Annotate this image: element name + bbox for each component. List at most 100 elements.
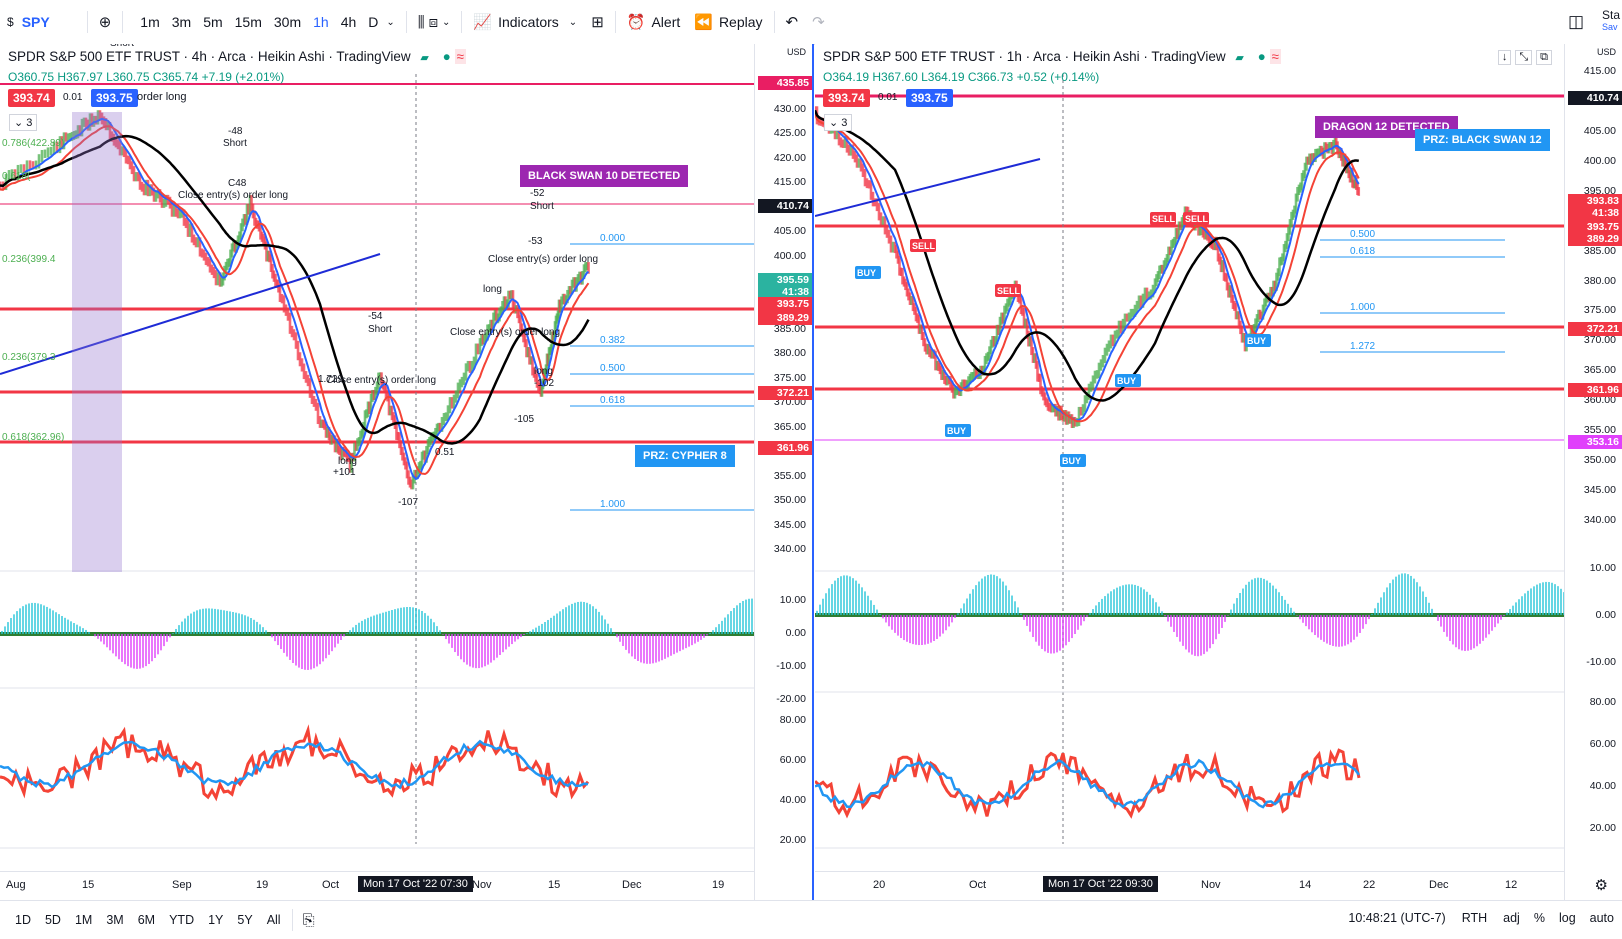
session-toggle[interactable]: RTH: [1461, 911, 1488, 925]
candle: [265, 241, 268, 262]
ohlc-change: +0.52 (+0.14%): [1016, 70, 1100, 84]
maximize-icon[interactable]: ⤡: [1515, 50, 1533, 65]
price-axis[interactable]: USD 430.00 425.00 420.00 415.00 405.00 400.00…: [754, 44, 812, 900]
range-1Y[interactable]: 1Y: [208, 913, 224, 927]
range-YTD[interactable]: YTD: [169, 913, 195, 927]
time-axis[interactable]: Aug 15 Sep 19 Oct Nov 15 Dec 19 Mon 17 Oct '22 0…: [0, 871, 755, 900]
candle: [110, 131, 114, 142]
buy-price-pill[interactable]: 393.75: [906, 89, 953, 107]
candle: [519, 315, 522, 332]
chart-canvas-right[interactable]: 0.500 0.618 1.000 1.272 SELL SELL SELL SELL BUY B…: [815, 44, 1565, 872]
chart-pane-right[interactable]: 0.500 0.618 1.000 1.272 SELL SELL SELL SELL BUY B…: [815, 44, 1622, 900]
trend-line[interactable]: [0, 253, 381, 375]
candle: [480, 334, 483, 347]
candle: [1261, 304, 1265, 320]
candle: [221, 272, 225, 286]
candle: [288, 312, 292, 334]
candle: [440, 417, 444, 432]
range-All[interactable]: All: [266, 913, 281, 927]
candle: [1145, 287, 1149, 300]
time-axis[interactable]: 20 Oct Nov 14 22 Dec 12 Mon 17 Oct '22 09:30: [815, 871, 1565, 900]
candle: [484, 332, 488, 343]
chevron-down-icon[interactable]: ⌄: [386, 16, 395, 28]
candle: [212, 266, 216, 279]
interval-30m[interactable]: 30m: [273, 14, 302, 30]
buy-signal-badge: BUY: [1115, 374, 1141, 387]
osc-tick: 60.00: [779, 754, 806, 766]
bar-style-button[interactable]: ⫼ ⧈ ⌄: [411, 7, 458, 37]
save-area[interactable]: Sta Sav: [1602, 9, 1620, 33]
undo-button[interactable]: ↶: [779, 7, 806, 37]
candle: [986, 351, 990, 362]
candle: [871, 191, 875, 207]
range-6M[interactable]: 6M: [137, 913, 156, 927]
interval-5m[interactable]: 5m: [203, 14, 223, 30]
candle: [172, 205, 176, 217]
candle: [253, 210, 256, 226]
candle: [865, 178, 869, 189]
chart-pane-left[interactable]: 0.0000.3820.5000.6181.000Short-48ShortC4…: [0, 44, 814, 900]
candle: [926, 344, 930, 355]
range-3M[interactable]: 3M: [106, 913, 124, 927]
chevron-down-icon: ⌄: [568, 16, 578, 28]
candle: [1317, 148, 1320, 157]
buy-price-pill[interactable]: 393.75: [91, 89, 138, 107]
settings-gear-icon[interactable]: ⚙: [1594, 877, 1608, 894]
range-1D[interactable]: 1D: [15, 913, 31, 927]
indicators-button[interactable]: 📈 Indicators ⌄: [466, 7, 584, 37]
symbol-search[interactable]: $ SPY: [0, 7, 57, 37]
scale-option-adj[interactable]: adj: [1503, 911, 1520, 925]
candle: [399, 440, 403, 456]
trend-line[interactable]: [815, 158, 1041, 217]
candle: [1156, 271, 1160, 283]
redo-button[interactable]: ↷: [805, 7, 832, 37]
interval-1m[interactable]: 1m: [140, 14, 160, 30]
svg-text:BUY: BUY: [857, 268, 876, 278]
interval-15m[interactable]: 15m: [234, 14, 262, 30]
candle: [905, 282, 909, 297]
scale-option-log[interactable]: log: [1558, 911, 1576, 925]
sell-price-pill[interactable]: 393.74: [8, 89, 55, 107]
chart-canvas-left[interactable]: 0.0000.3820.5000.6181.000Short-48ShortC4…: [0, 44, 755, 872]
price-marker: 389.29: [758, 311, 812, 325]
candle: [366, 401, 370, 418]
collapse-counter[interactable]: ⌄ 3: [9, 114, 38, 131]
ma-mid-line: [815, 113, 1360, 423]
candle: [1197, 219, 1200, 236]
collapse-counter[interactable]: ⌄ 3: [824, 114, 853, 131]
arrow-down-icon[interactable]: ↓: [1497, 50, 1512, 65]
fib-level-label: 1.272: [1350, 341, 1375, 352]
price-tick: 365.00: [1583, 364, 1616, 377]
candle: [1173, 236, 1176, 247]
interval-D[interactable]: D: [368, 14, 379, 30]
candle: [481, 334, 485, 345]
candle: [164, 194, 168, 207]
date-range-icon[interactable]: ⎘: [302, 911, 315, 929]
candle: [922, 331, 925, 347]
range-1M[interactable]: 1M: [74, 913, 93, 927]
candle: [454, 390, 458, 403]
replay-button[interactable]: ⏪ Replay: [687, 7, 769, 37]
clock[interactable]: 10:48:21 (UTC-7): [1348, 911, 1446, 925]
candle: [873, 198, 877, 207]
osc-tick: 40.00: [779, 794, 806, 806]
sell-price-pill[interactable]: 393.74: [823, 89, 870, 107]
range-5D[interactable]: 5D: [44, 913, 61, 927]
interval-1h[interactable]: 1h: [313, 14, 329, 30]
candle: [130, 161, 134, 175]
layout-button[interactable]: ⊞: [584, 7, 611, 37]
alert-button[interactable]: ⏰ Alert: [620, 7, 687, 37]
restore-icon[interactable]: ⧉: [1536, 50, 1552, 65]
candle: [961, 379, 964, 391]
interval-3m[interactable]: 3m: [171, 14, 192, 30]
candle: [426, 439, 430, 455]
scale-option-auto[interactable]: auto: [1589, 911, 1614, 925]
compare-button[interactable]: ⊕: [92, 7, 119, 37]
candle: [55, 141, 59, 154]
range-5Y[interactable]: 5Y: [237, 913, 253, 927]
interval-4h[interactable]: 4h: [340, 14, 357, 30]
scale-option-%[interactable]: %: [1533, 911, 1545, 925]
price-axis[interactable]: USD 415.00 405.00 400.00 395.00 385.00 380.00…: [1564, 44, 1622, 900]
split-view-icon[interactable]: ◫: [1567, 12, 1584, 31]
candle: [368, 401, 371, 415]
